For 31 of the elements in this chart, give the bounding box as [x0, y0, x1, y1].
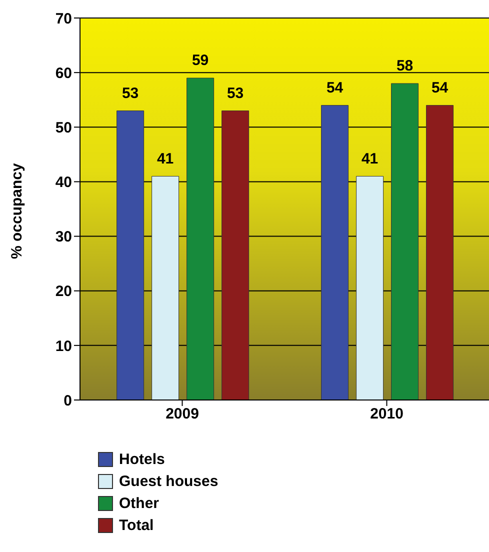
bar	[186, 78, 214, 400]
data-label: 59	[192, 52, 209, 70]
y-tick-label: 70	[55, 10, 72, 28]
bar	[426, 105, 454, 400]
bar	[222, 110, 250, 400]
y-tick-label: 20	[55, 283, 72, 300]
data-label: 53	[122, 84, 139, 102]
y-tick-label: 10	[55, 338, 72, 355]
legend-label: Total	[119, 516, 154, 534]
y-tick-label: 40	[55, 174, 72, 192]
y-tick-label: 30	[55, 228, 72, 246]
data-label: 54	[326, 79, 344, 96]
bar	[116, 110, 144, 400]
y-tick-label: 60	[55, 64, 72, 82]
y-tick-label: 50	[55, 119, 72, 136]
data-label: 58	[396, 57, 414, 74]
x-tick-label: 2009	[166, 406, 199, 423]
data-label: 54	[431, 79, 449, 96]
x-tick-label: 2010	[370, 406, 404, 423]
bar	[391, 83, 419, 400]
legend-label: Hotels	[119, 450, 165, 468]
data-label: 41	[361, 150, 378, 168]
y-axis-title: % occupancy	[8, 162, 26, 259]
bar	[152, 176, 180, 400]
data-label: 41	[156, 150, 174, 168]
legend-label: Other	[119, 494, 160, 512]
data-label: 53	[226, 84, 244, 102]
bar	[321, 105, 349, 400]
bar	[356, 176, 384, 400]
y-tick-label: 0	[64, 392, 72, 410]
legend-label: Guest houses	[119, 472, 218, 490]
